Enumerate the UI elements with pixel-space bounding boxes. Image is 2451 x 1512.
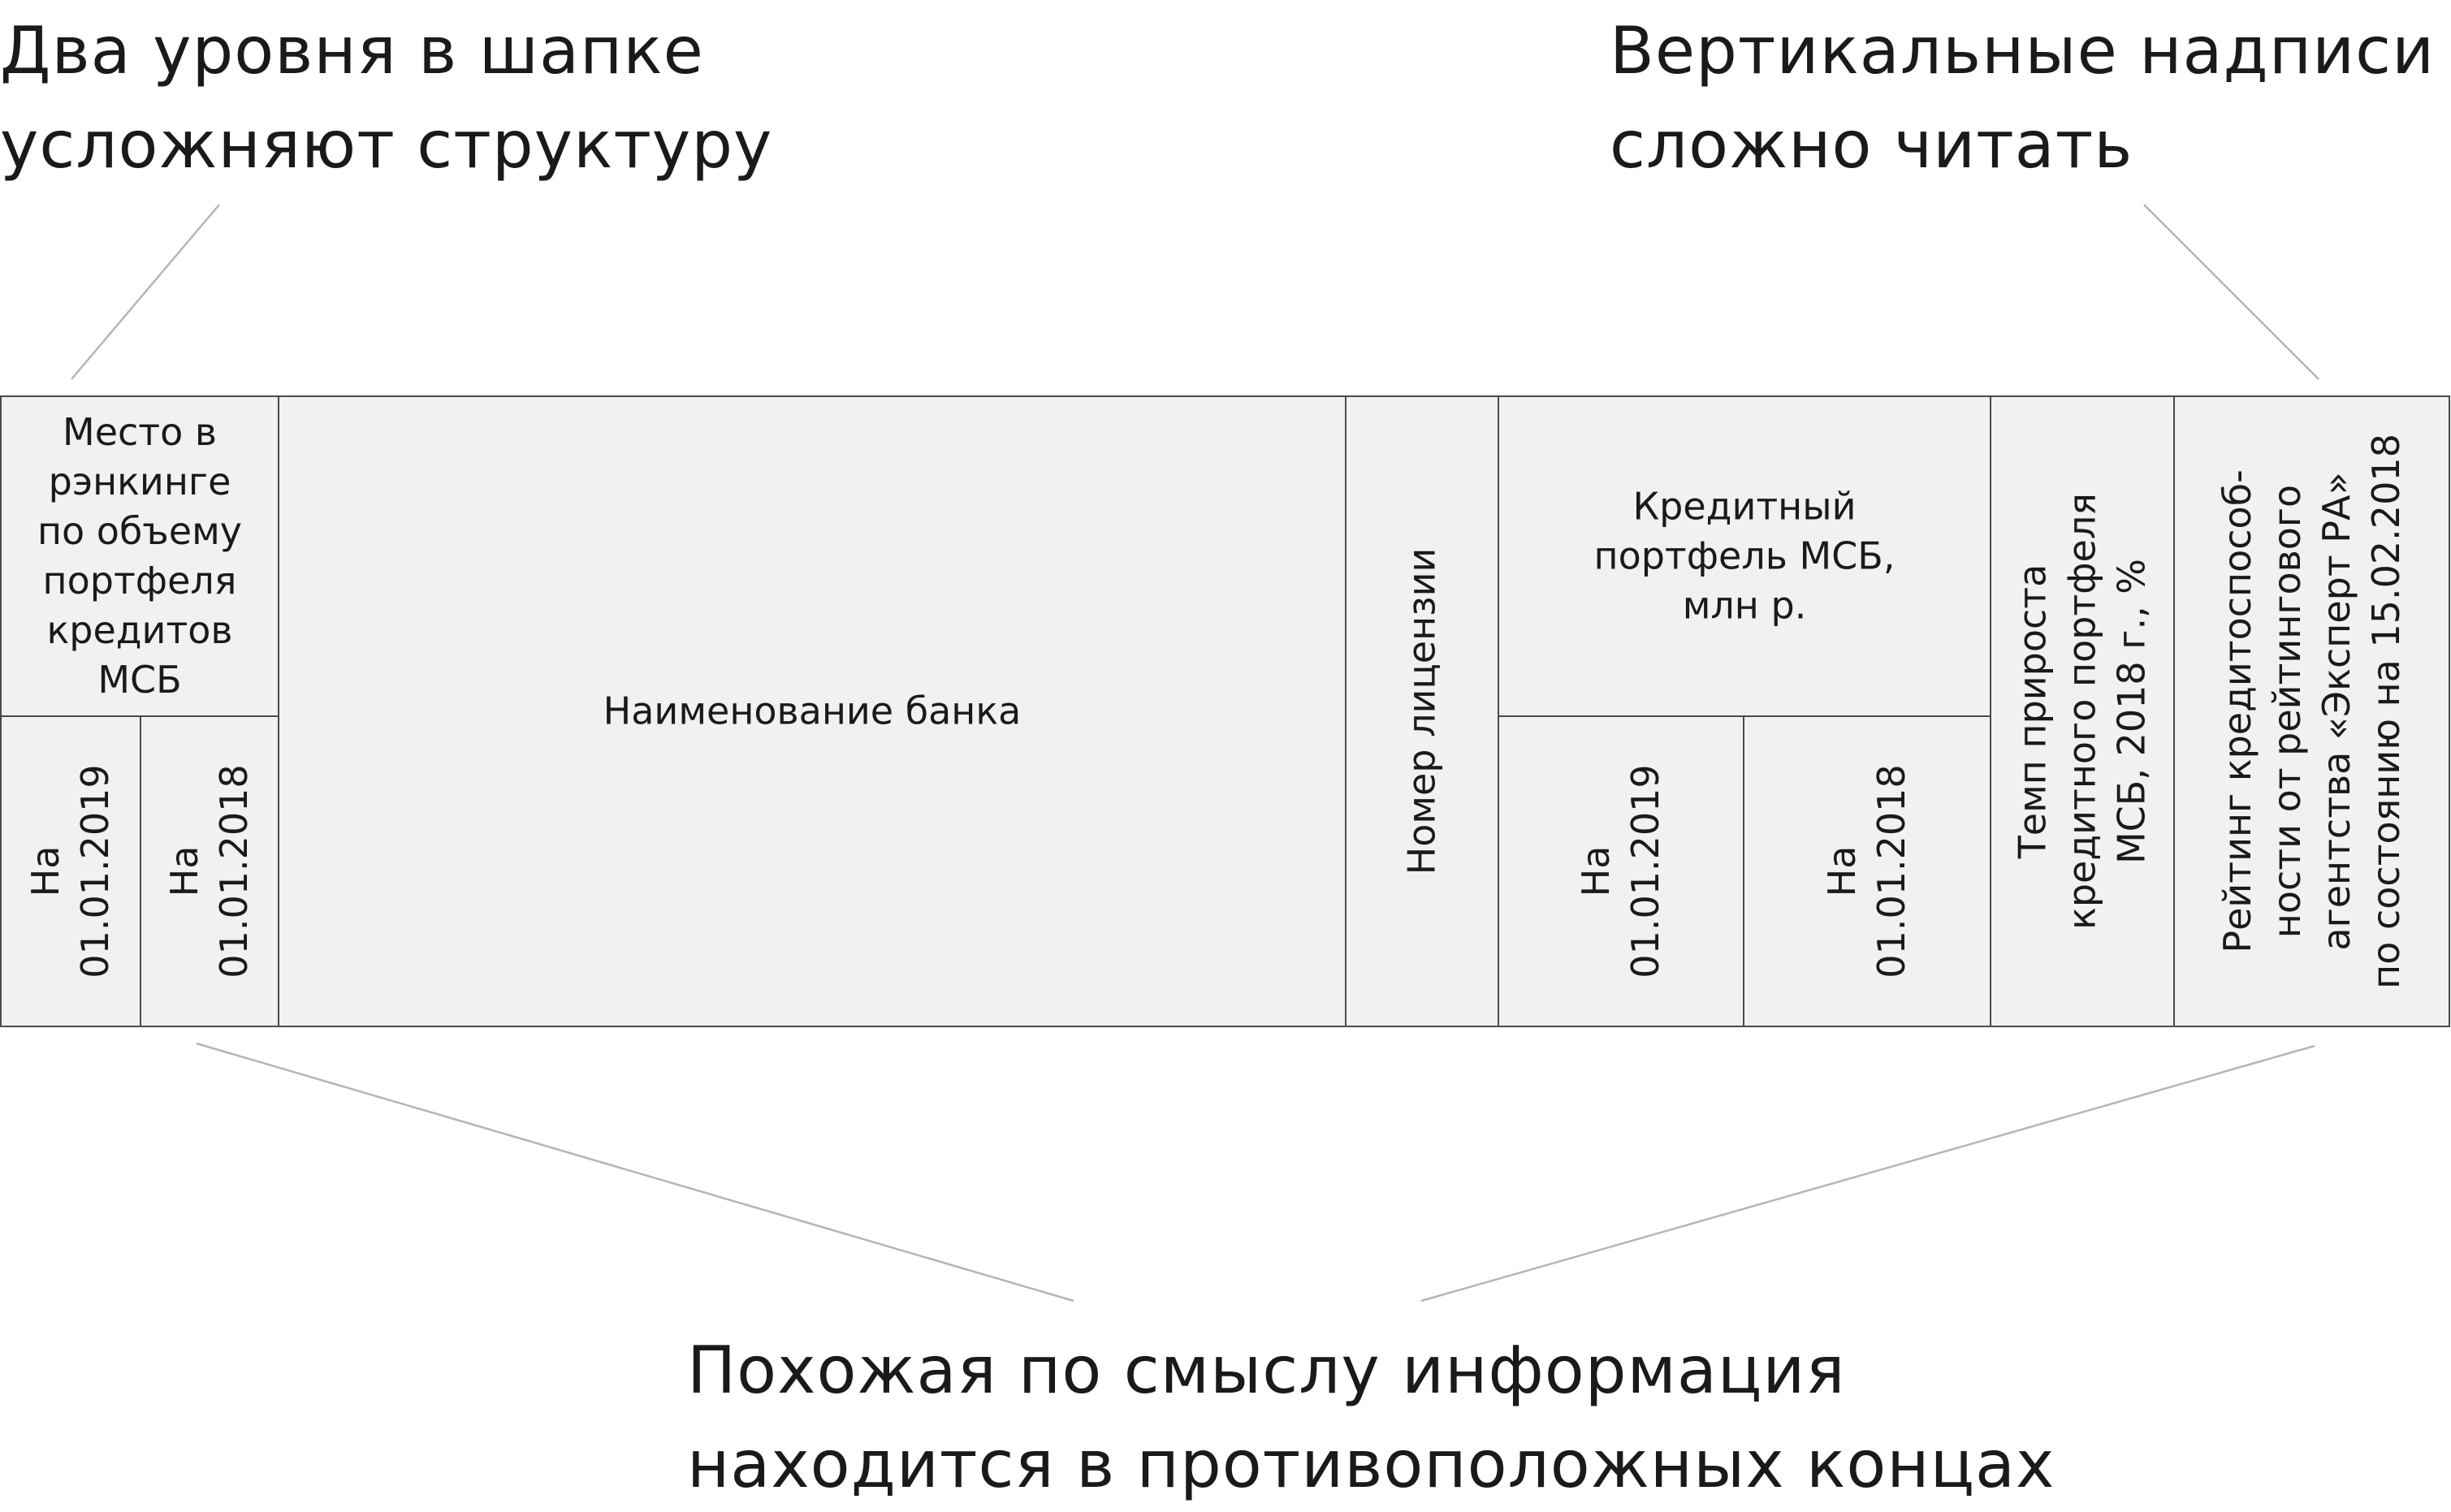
annotation-line: Два уровня в шапке xyxy=(0,13,704,89)
connector-line-bottom-left xyxy=(196,1042,1074,1302)
license-number-text: Номер лицензии xyxy=(1399,547,1444,875)
rank-2018-text: На 01.01.2018 xyxy=(162,764,256,978)
growth-rate-text: Темп прироста кредитного портфеля МСБ, 201… xyxy=(2010,493,2154,930)
portfolio-header-text: Кредитный портфель МСБ, млн р. xyxy=(1593,484,1896,628)
portfolio-2018-cell: На 01.01.2018 xyxy=(1743,715,1991,1027)
annotation-two-levels: Два уровня в шапке усложняют структуру xyxy=(0,4,772,192)
connector-line-top-right xyxy=(2143,204,2319,380)
connector-line-bottom-right xyxy=(1420,1044,2315,1302)
license-number-cell: Номер лицензии xyxy=(1345,395,1499,1027)
annotation-vertical-labels: Вертикальные надписи сложно читать xyxy=(1610,4,2435,192)
annotation-line: Вертикальные надписи xyxy=(1610,13,2436,89)
annotation-line: Похожая по смыслу информация xyxy=(687,1333,1846,1408)
annotation-line: сложно читать xyxy=(1610,107,2133,183)
rank-header-cell: Место в рэнкинге по объему портфеля кредитов… xyxy=(0,395,279,717)
rank-2019-text: На 01.01.2019 xyxy=(24,764,117,978)
rating-cell: Рейтинг кредитоспособ-ности от рейтингов… xyxy=(2173,395,2450,1027)
table-header: Место в рэнкинге по объему портфеля кредитов… xyxy=(0,395,2450,1027)
bank-name-cell: Наименование банка xyxy=(278,395,1347,1027)
bank-name-text: Наименование банка xyxy=(603,689,1022,733)
portfolio-2019-cell: На 01.01.2019 xyxy=(1498,715,1744,1027)
growth-rate-cell: Темп прироста кредитного портфеля МСБ, 201… xyxy=(1990,395,2175,1027)
rank-header-text: Место в рэнкинге по объему портфеля кредитов… xyxy=(37,410,243,702)
portfolio-2018-text: На 01.01.2018 xyxy=(1820,764,1913,978)
rank-2019-cell: На 01.01.2019 xyxy=(0,715,141,1027)
rank-2018-cell: На 01.01.2018 xyxy=(140,715,279,1027)
annotation-line: усложняют структуру xyxy=(0,107,773,183)
annotation-opposite-ends: Похожая по смыслу информация находится в… xyxy=(687,1324,2055,1512)
portfolio-2019-text: На 01.01.2019 xyxy=(1574,764,1667,978)
annotation-line: находится в противоположных концах xyxy=(687,1427,2055,1502)
rating-text: Рейтинг кредитоспособ-ности от рейтингов… xyxy=(2215,434,2408,989)
connector-line-top-left xyxy=(71,204,220,380)
portfolio-header-cell: Кредитный портфель МСБ, млн р. xyxy=(1498,395,1991,717)
